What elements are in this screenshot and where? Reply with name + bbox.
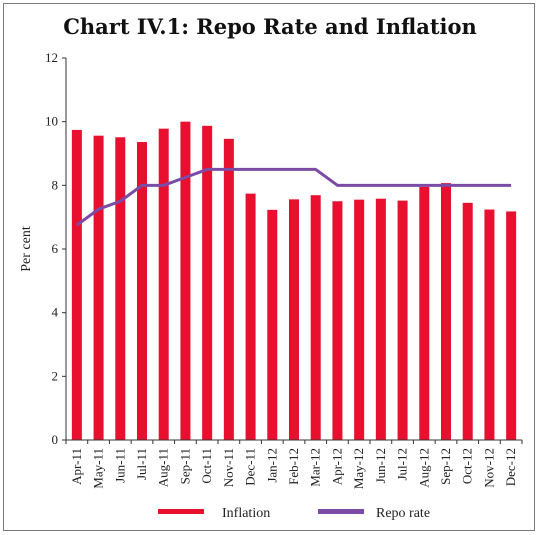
bar-inflation-Nov-11 — [223, 138, 234, 440]
y-tick-label: 12 — [45, 50, 58, 65]
bar-inflation-Feb-12 — [289, 199, 299, 440]
x-tick-label: Dec-11 — [243, 448, 258, 486]
bar-inflation-Apr-12 — [332, 201, 343, 440]
x-tick-label: Apr-12 — [329, 448, 344, 485]
y-tick-label: 0 — [52, 432, 59, 447]
bar-inflation-Aug-12 — [419, 186, 430, 440]
bar-inflation-May-11 — [93, 135, 104, 440]
y-tick-label: 8 — [52, 177, 59, 192]
bar-inflation-May-12 — [354, 199, 365, 440]
x-tick-label: Dec-12 — [503, 448, 518, 486]
x-tick-label: Jan-12 — [264, 448, 279, 483]
bar-inflation-Jun-12 — [375, 198, 386, 440]
bar-inflation-Nov-12 — [484, 209, 495, 440]
x-tick-label: May-12 — [351, 448, 366, 489]
y-tick-label: 6 — [52, 241, 59, 256]
x-tick-label: Sep-11 — [177, 448, 192, 484]
chart-title: Chart IV.1: Repo Rate and Inflation — [63, 14, 477, 39]
line-repo-rate — [75, 167, 512, 227]
legend-label-inflation: Inflation — [222, 506, 270, 521]
x-tick-label: Jul-12 — [395, 448, 410, 481]
x-tick-label: Nov-11 — [221, 448, 236, 487]
x-tick-label: May-11 — [91, 448, 106, 489]
bar-inflation-Apr-11 — [71, 129, 82, 440]
bar-inflation-Jun-11 — [115, 137, 126, 440]
bar-inflation-Jan-12 — [267, 209, 278, 440]
x-tick-label: Mar-12 — [308, 448, 323, 487]
legend-label-repo: Repo rate — [376, 506, 430, 521]
x-tick-label: Jun-12 — [373, 448, 388, 483]
y-axis-label: Per cent — [19, 226, 34, 272]
x-tick-label: Oct-11 — [199, 448, 214, 484]
bar-inflation-Oct-11 — [202, 125, 213, 441]
x-tick-label: Aug-11 — [156, 448, 171, 487]
x-tick-label: Feb-12 — [286, 448, 301, 485]
x-tick-label: Sep-12 — [438, 448, 453, 485]
x-tick-label: Apr-11 — [69, 448, 84, 485]
bar-inflation-Oct-12 — [462, 202, 473, 440]
legend: Inflation Repo rate — [158, 506, 430, 521]
bar-inflation-Jul-12 — [397, 200, 408, 440]
x-tick-label: Aug-12 — [416, 448, 431, 488]
bar-inflation-Sep-11 — [180, 121, 191, 441]
bar-inflation-Mar-12 — [310, 195, 321, 440]
x-tick-label: Jul-11 — [134, 448, 149, 480]
bar-inflation-Aug-11 — [158, 128, 169, 441]
x-tick-label: Jun-11 — [112, 448, 127, 483]
legend-swatch-repo — [318, 509, 364, 514]
y-tick-label: 10 — [45, 114, 58, 129]
x-tick-label: Nov-12 — [481, 448, 496, 488]
x-tick-label: Oct-12 — [460, 448, 475, 484]
y-tick-label: 2 — [52, 368, 59, 383]
legend-swatch-inflation — [158, 509, 204, 514]
bar-inflation-Dec-12 — [506, 211, 517, 440]
bar-inflation-Dec-11 — [245, 193, 256, 440]
bar-inflation-Sep-12 — [441, 183, 451, 441]
bar-inflation-Jul-11 — [137, 142, 147, 441]
y-tick-label: 4 — [52, 305, 59, 320]
